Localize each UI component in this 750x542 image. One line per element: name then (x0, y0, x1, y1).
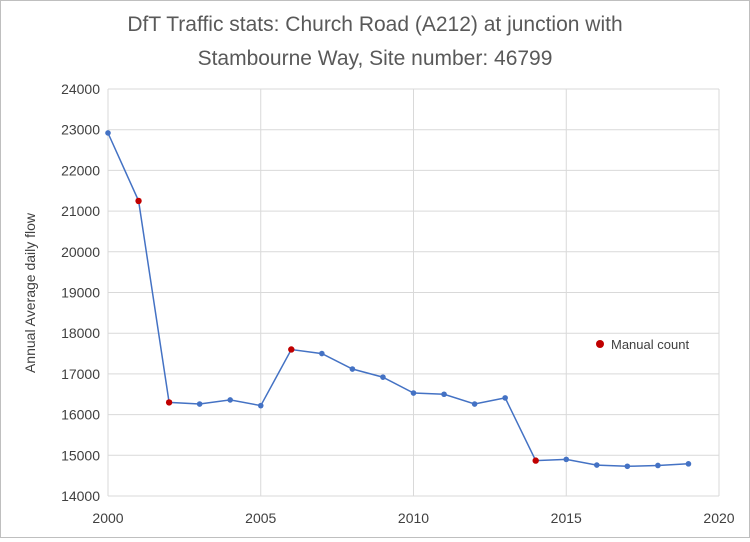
data-point (685, 461, 692, 467)
data-point-manual-count (288, 346, 295, 353)
y-tick-label: 14000 (61, 488, 100, 504)
legend-manual-count-label: Manual count (611, 337, 689, 352)
x-tick-label: 2000 (92, 510, 123, 526)
x-tick-label: 2005 (245, 510, 276, 526)
y-tick-label: 24000 (61, 81, 100, 97)
data-point (441, 391, 447, 398)
data-point (410, 390, 417, 396)
data-point (380, 374, 386, 380)
y-tick-label: 22000 (61, 162, 100, 178)
chart-title-line-1: DfT Traffic stats: Church Road (A212) at… (127, 13, 622, 36)
data-point (563, 456, 570, 463)
y-tick-label: 17000 (61, 366, 100, 382)
y-tick-label: 19000 (61, 285, 100, 301)
y-tick-label: 23000 (61, 122, 100, 138)
data-point (655, 462, 661, 469)
y-tick-label: 20000 (61, 244, 100, 260)
data-point (227, 397, 233, 403)
y-tick-label: 21000 (61, 203, 100, 219)
tick-labels: 14000 15000 16000 17000 18000 19000 20000 21000… (61, 81, 735, 526)
y-tick-label: 15000 (61, 447, 100, 463)
x-tick-label: 2015 (551, 510, 582, 526)
series-traffic-flow (105, 130, 692, 470)
data-point (319, 350, 325, 357)
data-point-manual-count (165, 399, 173, 406)
data-point (349, 366, 356, 372)
data-point (471, 401, 478, 407)
data-point (257, 402, 264, 409)
series-line (107, 132, 689, 468)
chart-title-line-2: Stambourne Way, Site number: 46799 (198, 47, 553, 70)
legend-manual-count-marker (596, 340, 604, 348)
data-point (594, 462, 600, 468)
data-point (105, 130, 111, 136)
data-point (624, 463, 631, 470)
grid-lines (107, 88, 720, 497)
y-tick-label: 18000 (61, 325, 100, 341)
x-tick-label: 2010 (398, 510, 429, 526)
data-point (196, 401, 203, 407)
data-point-manual-count (532, 457, 539, 464)
data-point (502, 395, 508, 401)
data-point-manual-count (135, 197, 142, 205)
legend: Manual count (596, 337, 689, 352)
y-axis-label: Annual Average daily flow (22, 212, 38, 373)
x-tick-label: 2020 (703, 510, 734, 526)
y-tick-label: 16000 (61, 407, 100, 423)
